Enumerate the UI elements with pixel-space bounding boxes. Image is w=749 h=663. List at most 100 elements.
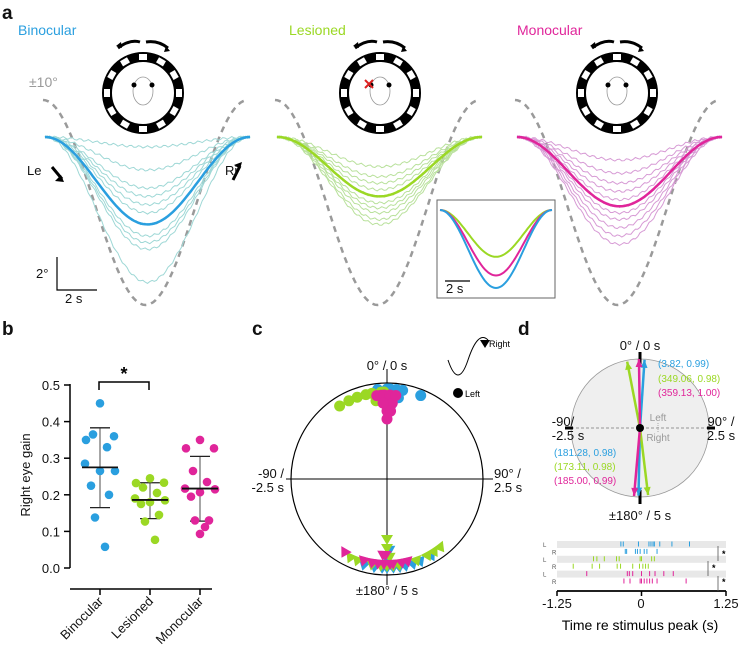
b-ylabel: Right eye gain bbox=[18, 433, 33, 516]
c-left-eye-point bbox=[360, 389, 372, 401]
drum-stripe bbox=[650, 89, 656, 97]
d-xtick: 0 bbox=[637, 596, 644, 611]
individual-trace bbox=[276, 135, 483, 169]
b-category-label: Monocular bbox=[153, 593, 207, 647]
c-legend-triangle-icon bbox=[480, 340, 490, 348]
drum-stripe bbox=[376, 54, 384, 60]
b-data-point bbox=[204, 516, 214, 525]
d-raster-eye-label: L bbox=[543, 573, 547, 579]
individual-trace bbox=[516, 135, 723, 175]
b-data-point bbox=[202, 477, 212, 487]
stimulus-trace bbox=[42, 98, 249, 307]
b-data-point bbox=[209, 444, 219, 453]
inset-mean-trace bbox=[439, 209, 553, 277]
d-label-right-2: 2.5 s bbox=[707, 428, 736, 443]
drum-stripe bbox=[169, 70, 179, 80]
individual-trace bbox=[276, 135, 483, 179]
b-data-point bbox=[195, 435, 205, 445]
c-label-right: 90° / bbox=[494, 466, 521, 481]
d-label-top: 0° / 0 s bbox=[620, 338, 661, 353]
b-data-point bbox=[186, 492, 196, 501]
individual-trace bbox=[44, 135, 251, 172]
d-mean-vector bbox=[625, 361, 642, 429]
c-legend-circle-icon bbox=[453, 388, 463, 398]
drum-stripe bbox=[613, 54, 621, 60]
d-label-left-2: -2.5 s bbox=[552, 428, 585, 443]
individual-trace bbox=[516, 135, 723, 230]
panel-label-a: a bbox=[2, 3, 13, 24]
rotation-arrow-right-icon bbox=[145, 40, 169, 50]
drum-stripe bbox=[581, 106, 591, 116]
arrowheads-icon bbox=[353, 42, 407, 52]
d-label-left: -90/ bbox=[552, 414, 575, 429]
left-direction-label: Le bbox=[27, 163, 41, 178]
d-raster-eye-label: R bbox=[552, 580, 557, 586]
drum-stripe bbox=[406, 70, 416, 80]
b-ytick-label: 0.5 bbox=[42, 378, 60, 393]
title-binocular: Binocular bbox=[18, 22, 77, 38]
c-right-eye-point bbox=[381, 535, 393, 545]
b-data-point bbox=[188, 466, 198, 476]
b-data-point bbox=[81, 435, 91, 445]
d-raster-eye-label: L bbox=[543, 543, 547, 549]
scale-bar bbox=[56, 257, 97, 291]
b-data-point bbox=[109, 431, 119, 441]
c-right-eye-point bbox=[352, 554, 365, 567]
rotation-arrow-right-icon bbox=[382, 40, 406, 50]
c-right-eye-point bbox=[433, 540, 445, 553]
d-vector-arrowhead bbox=[635, 359, 643, 368]
mean-trace bbox=[276, 135, 483, 198]
individual-trace bbox=[516, 135, 723, 238]
d-vector-label: (185.00, 0.99) bbox=[554, 476, 616, 487]
individual-trace bbox=[44, 135, 251, 251]
c-left-eye-point bbox=[343, 395, 355, 407]
drum-stripe bbox=[107, 70, 117, 80]
c-right-eye-point bbox=[400, 556, 413, 568]
b-data-point bbox=[95, 466, 105, 476]
d-vector-arrowhead bbox=[640, 359, 648, 369]
drum-stripe bbox=[176, 89, 182, 97]
drum-stripe bbox=[357, 57, 367, 67]
drum-stripe bbox=[594, 57, 604, 67]
c-label-left: -90 / bbox=[258, 466, 284, 481]
b-category-label: Lesioned bbox=[108, 594, 156, 642]
c-legend-wave bbox=[447, 337, 489, 376]
individual-trace bbox=[516, 135, 723, 185]
d-vector-arrowhead bbox=[643, 486, 651, 496]
individual-trace bbox=[276, 135, 483, 215]
b-data-point bbox=[102, 442, 112, 452]
b-data-point bbox=[138, 483, 148, 492]
title-lesioned: Lesioned bbox=[289, 22, 346, 38]
right-eye-icon bbox=[623, 82, 629, 88]
d-vector-arrowhead bbox=[625, 361, 633, 371]
panel-label-d: d bbox=[518, 319, 530, 340]
individual-trace bbox=[44, 135, 251, 149]
right-arrowhead-icon bbox=[234, 162, 242, 169]
b-data-point bbox=[80, 459, 90, 468]
b-ytick-label: 0.4 bbox=[42, 415, 60, 430]
b-data-point bbox=[90, 513, 100, 522]
b-data-point bbox=[88, 430, 98, 439]
d-vector-label: (181.28, 0.98) bbox=[554, 448, 616, 459]
b-data-point bbox=[181, 444, 191, 453]
d-mean-vector bbox=[632, 427, 642, 497]
drum-stripe bbox=[120, 57, 130, 67]
left-eye-icon bbox=[605, 82, 611, 88]
individual-trace bbox=[516, 135, 723, 162]
right-eye-icon bbox=[386, 82, 392, 88]
right-direction-label: Ri bbox=[225, 163, 237, 178]
b-ytick-label: 0.1 bbox=[42, 524, 60, 539]
b-ytick-label: 0.0 bbox=[42, 561, 60, 576]
d-eye-right: Right bbox=[646, 433, 670, 444]
b-ytick-group: 0.0 0.1 0.2 0.3 0.4 0.5 bbox=[42, 378, 70, 576]
d-origin bbox=[636, 424, 644, 432]
d-raster-eye-label: R bbox=[552, 565, 557, 571]
larva-icon bbox=[606, 76, 628, 106]
c-right-eye-point bbox=[409, 554, 422, 567]
c-left-eye-point bbox=[334, 400, 346, 412]
d-significance-star: * bbox=[722, 549, 726, 559]
inset-frame bbox=[436, 199, 556, 299]
drum-stripe bbox=[156, 57, 166, 67]
